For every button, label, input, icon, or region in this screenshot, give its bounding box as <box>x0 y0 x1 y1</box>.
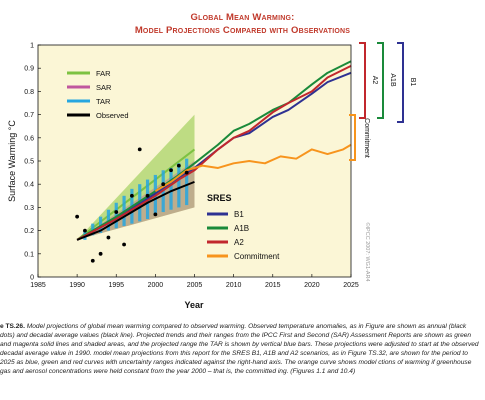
observed-point <box>122 242 126 247</box>
x-tick-label: 2020 <box>304 282 320 289</box>
y-tick-label: 0.3 <box>24 205 34 212</box>
y-tick-label: 0.9 <box>24 66 34 73</box>
y-axis-label: Surface Warming °C <box>7 120 17 202</box>
source-credit: ©IPCC 2007: WG1-AR4 <box>364 222 371 281</box>
x-tick-label: 1985 <box>30 282 46 289</box>
x-tick-label: 2025 <box>343 282 359 289</box>
y-tick-label: 0.7 <box>24 112 34 119</box>
observed-point <box>169 168 173 173</box>
range-bracket-commitment <box>349 114 356 161</box>
x-tick-label: 2000 <box>148 282 164 289</box>
far-range-area <box>77 114 195 240</box>
sres-legend-label-b1: B1 <box>234 210 244 219</box>
observed-point <box>75 214 80 219</box>
legend-label-tar: TAR <box>96 97 111 106</box>
sres-legend-label-a1b: A1B <box>234 224 249 233</box>
y-tick-label: 1 <box>30 43 34 50</box>
y-tick-label: 0 <box>30 275 34 282</box>
y-tick-label: 0.5 <box>24 159 34 166</box>
far-mean-line <box>76 148 196 241</box>
x-tick-label: 1995 <box>108 282 124 289</box>
legend-label-far: FAR <box>96 69 111 78</box>
series-line-a2 <box>76 64 352 241</box>
observed-point <box>137 147 142 152</box>
tar-range-bar <box>185 158 189 206</box>
y-tick-label: 0.6 <box>24 135 34 142</box>
tar-range-bar <box>169 167 173 210</box>
observed-point <box>176 163 181 168</box>
legend-label-observed: Observed <box>96 111 129 120</box>
chart-title-line1: Global Mean Warming: <box>190 12 295 23</box>
observed-point <box>90 258 95 263</box>
range-bracket-label-b1: B1 <box>409 78 416 87</box>
range-bracket-a2 <box>359 42 366 119</box>
sar-range-area <box>77 161 195 240</box>
y-tick-label: 0.4 <box>24 182 34 189</box>
x-tick-label: 2015 <box>265 282 281 289</box>
observed-point <box>153 212 158 217</box>
chart-title-line2: Model Projections Compared with Observat… <box>134 25 351 36</box>
observed-point <box>161 182 166 187</box>
observed-point <box>98 251 103 256</box>
observed-decadal-line <box>76 180 195 241</box>
observed-point <box>114 210 119 214</box>
x-tick-label: 2010 <box>226 282 242 289</box>
tar-range-bar <box>177 163 181 208</box>
range-bracket-label-a2: A2 <box>371 76 378 85</box>
range-bracket-b1 <box>397 42 404 123</box>
x-tick-label: 2005 <box>187 282 203 289</box>
observed-point <box>130 193 134 198</box>
y-tick-label: 0.8 <box>24 89 34 96</box>
observed-point <box>145 193 150 198</box>
sres-legend-label-a2: A2 <box>234 238 244 247</box>
y-tick-label: 0.1 <box>24 251 34 258</box>
series-line-commitment <box>154 143 352 193</box>
sres-legend-title: SRES <box>207 193 232 203</box>
observed-point <box>106 235 111 240</box>
x-axis-label: Year <box>184 300 204 310</box>
legend-label-sar: SAR <box>96 83 112 92</box>
caption-text: Model projections of global mean warming… <box>0 323 479 375</box>
range-bracket-a1b <box>377 42 384 119</box>
observed-point <box>83 228 87 233</box>
x-tick-label: 1990 <box>69 282 85 289</box>
observed-point <box>184 170 189 175</box>
y-tick-label: 0.2 <box>24 228 34 235</box>
figure-caption: e TS.26. Model projections of global mea… <box>0 322 481 376</box>
range-bracket-label-a1b: A1B <box>389 73 396 87</box>
range-bracket-label-commitment: Commitment <box>363 118 370 158</box>
warming-chart: 0 0.1 0.2 0.3 0.4 0.5 0.6 0.7 0.8 0.9 1 1985 1990 199… <box>7 42 416 310</box>
caption-label: e TS.26. <box>0 323 25 330</box>
sres-legend-label-commitment: Commitment <box>234 252 280 261</box>
